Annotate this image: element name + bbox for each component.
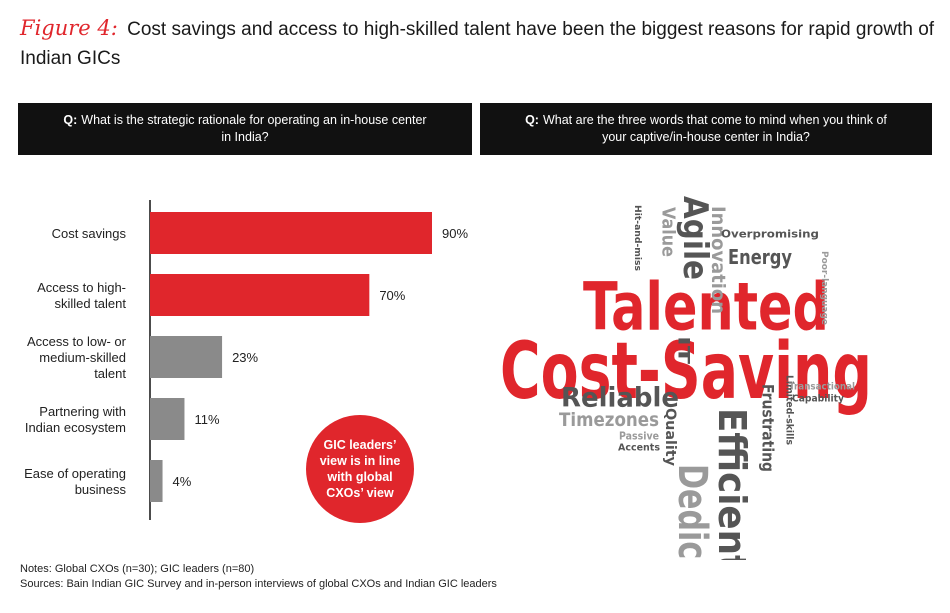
word-cloud-word: Frustrating (759, 384, 778, 472)
value-label: 90% (442, 226, 468, 241)
category-label: Cost savings (52, 226, 127, 241)
word-cloud-word: Value (658, 207, 679, 257)
word-cloud-word: Timezones (559, 409, 659, 431)
figure-title-text: Cost savings and access to high-skilled … (20, 19, 935, 69)
value-label: 70% (379, 288, 405, 303)
bar (150, 460, 163, 502)
callout-circle: GIC leaders’ view is in line with global… (306, 415, 414, 523)
figure-title: Figure 4: Cost savings and access to hig… (20, 14, 935, 73)
left-question-prefix: Q: (63, 113, 78, 127)
figure-label: Figure 4: (20, 16, 118, 40)
word-cloud-word: Capability (792, 394, 844, 405)
word-cloud-word: Hit-and-miss (632, 205, 642, 271)
footer-notes: Notes: Global CXOs (n=30); GIC leaders (… (20, 562, 497, 592)
word-cloud-word: Poor-language (819, 251, 829, 325)
word-cloud-word: Quality (662, 408, 678, 466)
value-label: 23% (232, 350, 258, 365)
word-cloud-word: Overpromising (721, 228, 819, 241)
bar (150, 212, 432, 254)
sources-text: Sources: Bain Indian GIC Survey and in-p… (20, 578, 497, 590)
word-cloud-word: Efficient (710, 408, 754, 560)
right-question-text: What are the three words that come to mi… (542, 113, 887, 144)
word-cloud-word: Limited-skills (784, 375, 795, 445)
notes-text: Notes: Global CXOs (n=30); GIC leaders (… (20, 563, 255, 575)
word-cloud-word: Transactional (789, 382, 855, 393)
word-cloud-word: Agile (675, 196, 715, 280)
word-cloud-word: Reliable (561, 383, 679, 414)
word-cloud-word: Passive (619, 430, 659, 443)
category-label: Partnering with Indian ecosystem (25, 404, 126, 435)
bar (150, 274, 370, 316)
word-cloud-word: IT (675, 336, 694, 364)
word-cloud-word: Energy (728, 245, 792, 269)
callout-text: GIC leaders’ view is in line with global… (319, 438, 401, 500)
word-cloud-word: Accents (618, 443, 660, 454)
word-cloud-word: Talented (583, 269, 829, 346)
bar (150, 336, 223, 378)
strategic-rationale-bar-chart: 90% Cost savings 70% Access to high-skilled… (24, 200, 468, 520)
value-label: 4% (173, 474, 192, 489)
left-question-text: What is the strategic rationale for oper… (81, 113, 427, 144)
category-label: Access to low- or medium-skilled talent (27, 334, 127, 381)
word-cloud-word: Cost-Saving (500, 327, 872, 417)
bar (150, 398, 185, 440)
category-label: Ease of operating business (24, 466, 126, 497)
word-cloud-word: Innovation (707, 206, 729, 314)
word-cloud-word: Dedicated (669, 464, 715, 560)
left-question-box: Q: What is the strategic rationale for op… (18, 103, 472, 155)
value-label: 11% (194, 412, 219, 427)
right-question-prefix: Q: (525, 113, 539, 127)
right-question-box: Q: What are the three words that come to … (480, 103, 932, 155)
category-label: Access to high-skilled talent (37, 280, 126, 311)
